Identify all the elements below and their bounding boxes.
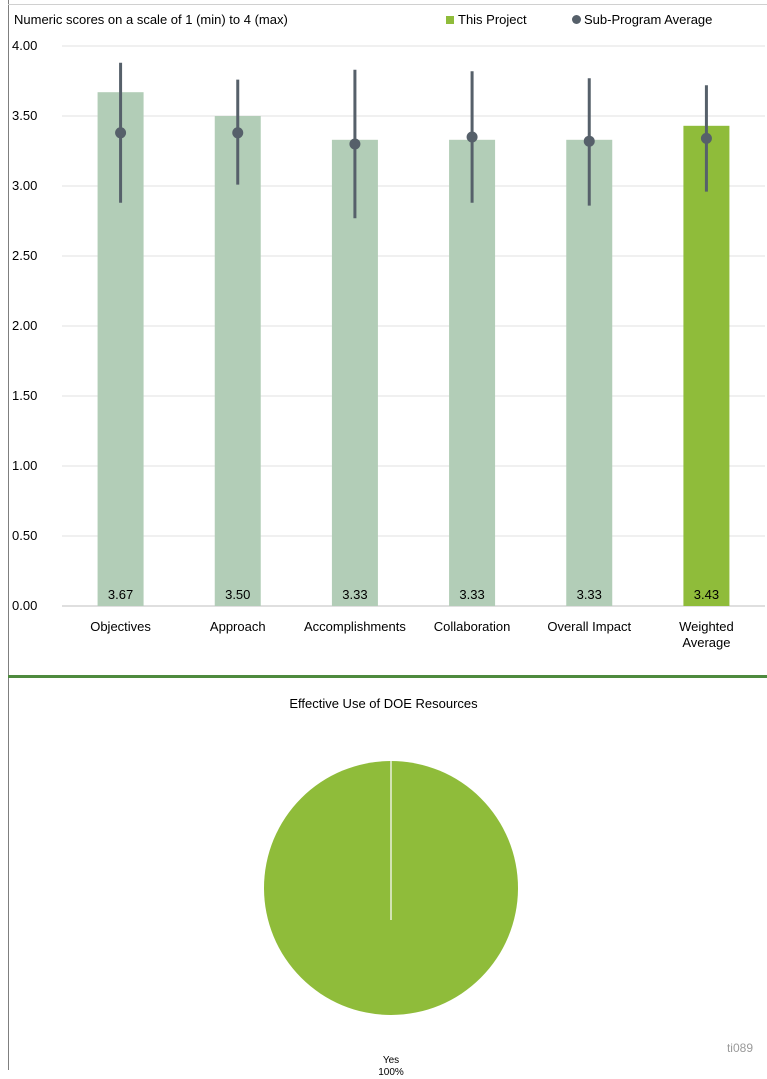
figure-id-watermark: ti089 bbox=[726, 1041, 753, 1055]
legend-marker-sub-program-average bbox=[572, 15, 581, 24]
pie-slice-percent: 100% bbox=[378, 1067, 404, 1078]
y-tick-label: 4.00 bbox=[12, 38, 37, 53]
y-tick-label: 2.50 bbox=[12, 248, 37, 263]
scores-bar-chart: Numeric scores on a scale of 1 (min) to … bbox=[12, 12, 765, 650]
legend-this-project: This Project bbox=[446, 12, 527, 27]
x-tick-label: Weighted bbox=[679, 619, 734, 634]
bar bbox=[566, 139, 613, 607]
frame-top-border bbox=[8, 4, 767, 5]
bar bbox=[214, 116, 261, 606]
y-tick-label: 3.00 bbox=[12, 178, 37, 193]
average-marker bbox=[466, 131, 478, 143]
x-tick-label: Objectives bbox=[90, 619, 151, 634]
legend-label-this-project: This Project bbox=[458, 12, 527, 27]
pie-chart-title: Effective Use of DOE Resources bbox=[289, 696, 478, 711]
average-marker bbox=[232, 127, 244, 139]
average-marker bbox=[349, 138, 361, 150]
pie-slice-label: Yes 100% bbox=[341, 1055, 441, 1079]
frame-left-border bbox=[8, 0, 9, 1070]
legend-label-sub-program-average: Sub-Program Average bbox=[584, 12, 713, 27]
y-tick-label: 2.00 bbox=[12, 318, 37, 333]
y-tick-label: 1.00 bbox=[12, 458, 37, 473]
bar-value-label: 3.33 bbox=[459, 587, 484, 602]
legend-swatch-this-project bbox=[446, 15, 454, 24]
average-marker bbox=[583, 135, 595, 147]
y-tick-label: 3.50 bbox=[12, 108, 37, 123]
resources-pie-chart: Effective Use of DOE Resources Yes 100% bbox=[0, 680, 767, 1078]
bar-value-label: 3.33 bbox=[577, 587, 602, 602]
bar-value-label: 3.67 bbox=[108, 587, 133, 602]
section-divider bbox=[8, 675, 767, 678]
bar bbox=[683, 125, 730, 607]
y-tick-label: 0.50 bbox=[12, 528, 37, 543]
bar-value-label: 3.50 bbox=[225, 587, 250, 602]
x-tick-label: Average bbox=[682, 635, 730, 650]
average-marker bbox=[700, 132, 712, 144]
legend-sub-program-average: Sub-Program Average bbox=[572, 12, 712, 27]
x-tick-label: Collaboration bbox=[434, 619, 511, 634]
x-tick-label: Accomplishments bbox=[304, 619, 406, 634]
bar-value-label: 3.33 bbox=[342, 587, 367, 602]
bar bbox=[449, 139, 496, 607]
x-tick-label: Approach bbox=[210, 619, 266, 634]
pie-chart-plot bbox=[264, 761, 518, 1015]
x-tick-label: Overall Impact bbox=[547, 619, 631, 634]
bar-chart-plot: 0.00 0.50 1.00 1.50 2.00 2.50 3.00 3.50 4.00 3.67… bbox=[12, 38, 765, 650]
y-tick-label: 0.00 bbox=[12, 598, 37, 613]
chart-subtitle: Numeric scores on a scale of 1 (min) to … bbox=[14, 12, 288, 27]
y-tick-label: 1.50 bbox=[12, 388, 37, 403]
average-marker bbox=[115, 127, 127, 139]
bar-value-label: 3.43 bbox=[694, 587, 719, 602]
pie-slice-name: Yes bbox=[382, 1055, 400, 1066]
